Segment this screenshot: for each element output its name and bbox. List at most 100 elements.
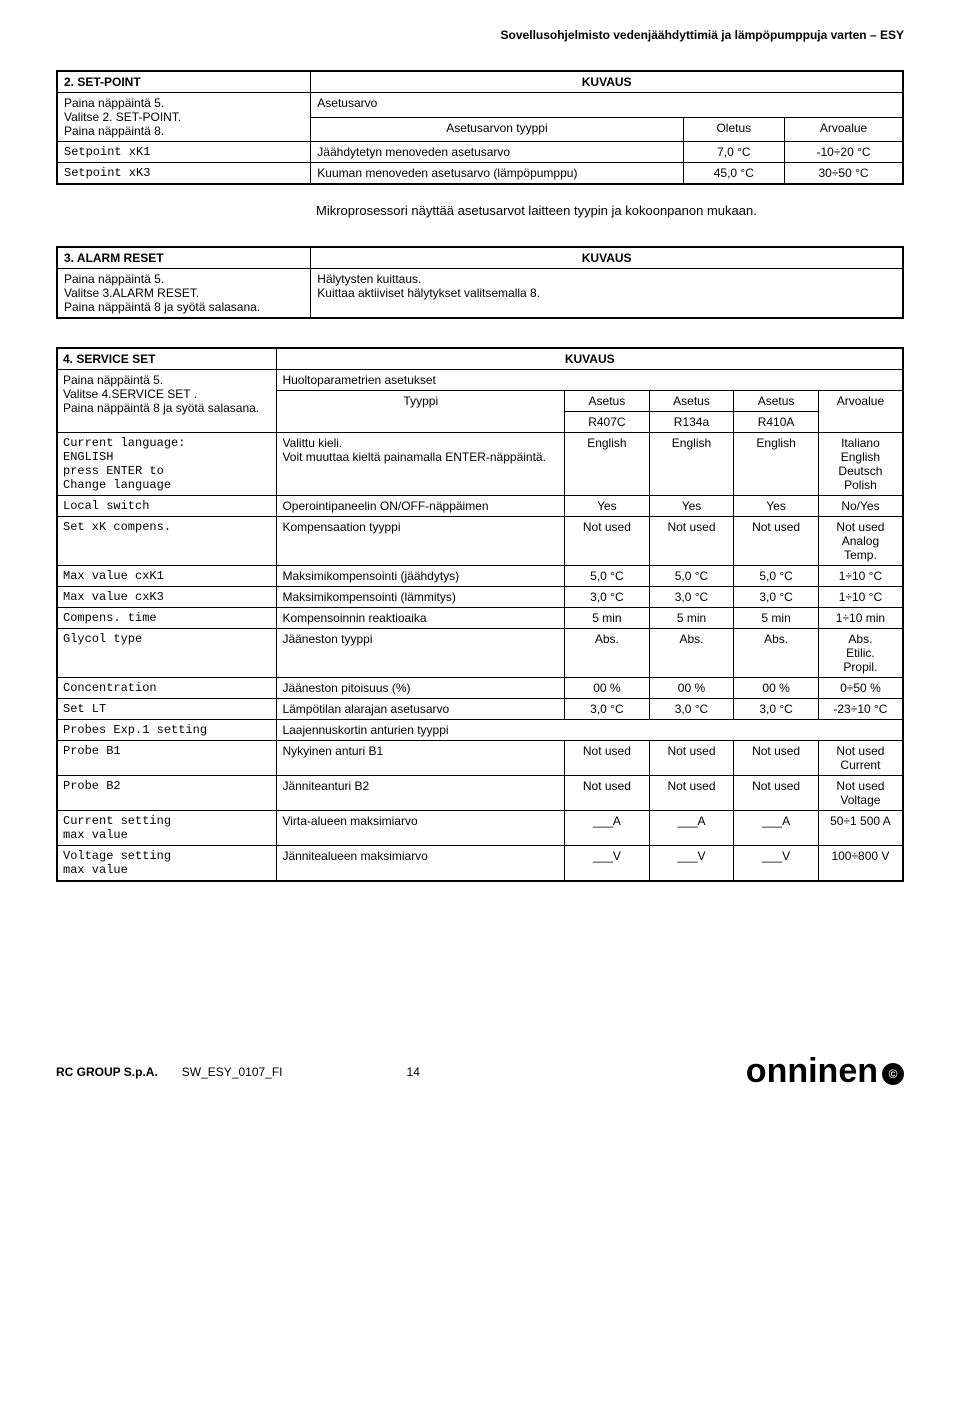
setpoint-kuvaus-header: KUVAUS: [311, 71, 903, 93]
table-row: Setpoint xK1 Jäähdytetyn menoveden asetu…: [57, 142, 903, 163]
table-row: Probes Exp.1 settingLaajennuskortin antu…: [57, 720, 903, 741]
service-row-value: 3,0 °C: [649, 587, 734, 608]
table-row: Set xK compens.Kompensaation tyyppiNot u…: [57, 517, 903, 566]
service-row-id: Concentration: [57, 678, 277, 699]
table-row: Set LTLämpötilan alarajan asetusarvo3,0 …: [57, 699, 903, 720]
table-row: Probe B1Nykyinen anturi B1Not usedNot us…: [57, 741, 903, 776]
service-row-range: Not used Current: [818, 741, 903, 776]
table-row: Glycol typeJääneston tyyppiAbs.Abs.Abs.A…: [57, 629, 903, 678]
service-row-range: 0÷50 %: [818, 678, 903, 699]
service-row-desc: Jääneston pitoisuus (%): [277, 678, 565, 699]
service-row-value: ___A: [734, 811, 819, 846]
table-row: Local switchOperointipaneelin ON/OFF-näp…: [57, 496, 903, 517]
service-asetus-header: Asetus: [649, 391, 734, 412]
service-row-id: Set xK compens.: [57, 517, 277, 566]
service-row-value: 00 %: [734, 678, 819, 699]
service-asetus-header: Asetus: [565, 391, 650, 412]
setpoint-instructions: Paina näppäintä 5. Valitse 2. SET-POINT.…: [57, 93, 311, 142]
alarm-desc: Hälytysten kuittaus. Kuittaa aktiiviset …: [311, 269, 903, 319]
service-row-range: 1÷10 °C: [818, 566, 903, 587]
table-row: Probe B2Jänniteanturi B2Not usedNot used…: [57, 776, 903, 811]
service-row-value: Yes: [565, 496, 650, 517]
service-row-value: English: [565, 433, 650, 496]
service-arvoalue-header: Arvoalue: [818, 391, 903, 433]
service-row-value: 3,0 °C: [565, 699, 650, 720]
setpoint-asetusarvo-label: Asetusarvo: [311, 93, 903, 118]
service-row-value: English: [734, 433, 819, 496]
service-row-value: Not used: [649, 741, 734, 776]
service-row-id: Current language: ENGLISH press ENTER to…: [57, 433, 277, 496]
service-row-range: 100÷800 V: [818, 846, 903, 882]
setpoint-row-desc: Jäähdytetyn menoveden asetusarvo: [311, 142, 683, 163]
service-row-range: Not used Analog Temp.: [818, 517, 903, 566]
table-setpoint: 2. SET-POINT KUVAUS Paina näppäintä 5. V…: [56, 70, 904, 185]
service-row-id: Max value cxK3: [57, 587, 277, 608]
service-huolto-label: Huoltoparametrien asetukset: [277, 370, 903, 391]
service-row-value: Not used: [734, 517, 819, 566]
service-row-value: English: [649, 433, 734, 496]
service-type-header: Tyyppi: [277, 391, 565, 433]
alarm-kuvaus-header: KUVAUS: [311, 247, 903, 269]
service-row-value: Not used: [565, 517, 650, 566]
table-row: Setpoint xK3 Kuuman menoveden asetusarvo…: [57, 163, 903, 185]
service-r410a-header: R410A: [734, 412, 819, 433]
setpoint-row-def: 7,0 °C: [683, 142, 785, 163]
service-row-value: 3,0 °C: [734, 699, 819, 720]
service-row-value: 3,0 °C: [734, 587, 819, 608]
service-r407c-header: R407C: [565, 412, 650, 433]
service-row-value: Not used: [734, 741, 819, 776]
service-row-value: Yes: [734, 496, 819, 517]
service-row-desc: Laajennuskortin anturien tyyppi: [277, 720, 903, 741]
service-row-desc: Lämpötilan alarajan asetusarvo: [277, 699, 565, 720]
logo-text: onninen: [746, 1052, 878, 1091]
service-row-desc: Jänniteanturi B2: [277, 776, 565, 811]
service-title: 4. SERVICE SET: [57, 348, 277, 370]
service-row-value: ___A: [649, 811, 734, 846]
service-row-value: 00 %: [565, 678, 650, 699]
table-row: Max value cxK1Maksimikompensointi (jäähd…: [57, 566, 903, 587]
service-row-desc: Jääneston tyyppi: [277, 629, 565, 678]
service-row-value: ___V: [734, 846, 819, 882]
table-service-set: 4. SERVICE SET KUVAUS Paina näppäintä 5.…: [56, 347, 904, 882]
service-row-id: Current setting max value: [57, 811, 277, 846]
service-row-value: Abs.: [565, 629, 650, 678]
service-row-desc: Maksimikompensointi (lämmitys): [277, 587, 565, 608]
service-row-id: Max value cxK1: [57, 566, 277, 587]
service-row-range: 1÷10 min: [818, 608, 903, 629]
setpoint-type-header: Asetusarvon tyyppi: [311, 117, 683, 142]
service-row-value: Not used: [734, 776, 819, 811]
service-row-range: -23÷10 °C: [818, 699, 903, 720]
setpoint-row-range: 30÷50 °C: [785, 163, 903, 185]
service-row-value: ___V: [565, 846, 650, 882]
alarm-instructions: Paina näppäintä 5. Valitse 3.ALARM RESET…: [57, 269, 311, 319]
page-footer: RC GROUP S.p.A. SW_ESY_0107_FI 14 onnine…: [56, 1052, 904, 1091]
service-row-desc: Valittu kieli. Voit muuttaa kieltä paina…: [277, 433, 565, 496]
logo-badge-icon: ©: [882, 1063, 904, 1085]
service-row-id: Local switch: [57, 496, 277, 517]
setpoint-range-header: Arvoalue: [785, 117, 903, 142]
service-row-value: 3,0 °C: [649, 699, 734, 720]
page-header: Sovellusohjelmisto vedenjäähdyttimiä ja …: [56, 28, 904, 42]
setpoint-row-id: Setpoint xK3: [57, 163, 311, 185]
table-alarm-reset: 3. ALARM RESET KUVAUS Paina näppäintä 5.…: [56, 246, 904, 319]
service-row-value: Not used: [649, 517, 734, 566]
setpoint-row-def: 45,0 °C: [683, 163, 785, 185]
setpoint-title: 2. SET-POINT: [57, 71, 311, 93]
onninen-logo: onninen ©: [746, 1052, 904, 1091]
table-row: Current setting max valueVirta-alueen ma…: [57, 811, 903, 846]
service-row-value: 00 %: [649, 678, 734, 699]
service-row-desc: Maksimikompensointi (jäähdytys): [277, 566, 565, 587]
service-row-id: Voltage setting max value: [57, 846, 277, 882]
setpoint-note: Mikroprosessori näyttää asetusarvot lait…: [316, 203, 836, 218]
setpoint-row-range: -10÷20 °C: [785, 142, 903, 163]
service-row-value: 5 min: [565, 608, 650, 629]
service-row-id: Probe B1: [57, 741, 277, 776]
setpoint-row-id: Setpoint xK1: [57, 142, 311, 163]
service-row-value: Not used: [649, 776, 734, 811]
service-row-value: ___A: [565, 811, 650, 846]
service-row-value: 5,0 °C: [734, 566, 819, 587]
service-row-value: 5 min: [649, 608, 734, 629]
service-row-value: 5,0 °C: [649, 566, 734, 587]
table-row: Current language: ENGLISH press ENTER to…: [57, 433, 903, 496]
table-row: Max value cxK3Maksimikompensointi (lämmi…: [57, 587, 903, 608]
